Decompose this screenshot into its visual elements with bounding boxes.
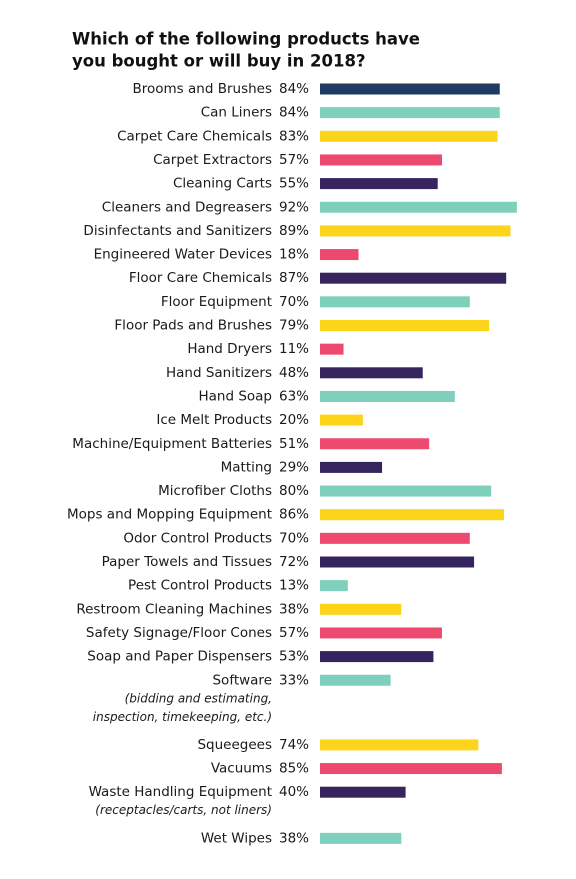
value-label: 38% xyxy=(279,830,309,846)
category-label: Carpet Care Chemicals xyxy=(117,128,272,144)
value-label: 70% xyxy=(279,530,309,546)
bar xyxy=(320,107,500,119)
category-label: Restroom Cleaning Machines xyxy=(76,601,272,617)
value-label: 79% xyxy=(279,318,309,334)
chart-title: Which of the following products have xyxy=(72,30,420,49)
category-label: Pest Control Products xyxy=(128,578,272,594)
value-label: 85% xyxy=(279,761,309,777)
bar xyxy=(320,343,344,355)
value-label: 80% xyxy=(279,483,309,499)
bar xyxy=(320,651,434,663)
category-label: Soap and Paper Dispensers xyxy=(87,649,272,665)
value-label: 13% xyxy=(279,578,309,594)
category-label: Microfiber Cloths xyxy=(158,483,272,499)
value-label: 40% xyxy=(279,784,309,800)
value-label: 57% xyxy=(279,152,309,168)
value-label: 86% xyxy=(279,507,309,523)
category-label: Vacuums xyxy=(211,761,272,777)
value-label: 70% xyxy=(279,294,309,310)
bar xyxy=(320,674,391,686)
bar xyxy=(320,832,402,844)
value-label: 83% xyxy=(279,128,309,144)
bar xyxy=(320,739,479,751)
bar xyxy=(320,438,430,450)
category-note: (bidding and estimating, xyxy=(125,691,272,705)
bar xyxy=(320,178,438,190)
bar xyxy=(320,390,455,402)
category-label: Software xyxy=(212,672,272,688)
chart-title: you bought or will buy in 2018? xyxy=(72,52,366,71)
value-label: 55% xyxy=(279,176,309,192)
bar xyxy=(320,627,442,639)
value-label: 84% xyxy=(279,81,309,97)
value-label: 74% xyxy=(279,737,309,753)
category-label: Floor Care Chemicals xyxy=(129,270,272,286)
category-label: Safety Signage/Floor Cones xyxy=(86,625,272,641)
value-label: 33% xyxy=(279,672,309,688)
category-label: Floor Equipment xyxy=(161,294,272,310)
category-label: Cleaning Carts xyxy=(173,176,272,192)
value-label: 18% xyxy=(279,247,309,263)
value-label: 38% xyxy=(279,601,309,617)
value-label: 87% xyxy=(279,270,309,286)
value-label: 53% xyxy=(279,649,309,665)
value-label: 20% xyxy=(279,412,309,428)
value-label: 11% xyxy=(279,341,309,357)
category-label: Machine/Equipment Batteries xyxy=(72,436,272,452)
value-label: 89% xyxy=(279,223,309,239)
category-note: (receptacles/carts, not liners) xyxy=(95,803,272,817)
category-label: Floor Pads and Brushes xyxy=(114,318,272,334)
category-label: Hand Dryers xyxy=(187,341,272,357)
bar xyxy=(320,201,517,213)
category-label: Matting xyxy=(221,459,272,475)
category-label: Cleaners and Degreasers xyxy=(102,199,272,215)
bar xyxy=(320,154,442,166)
bar xyxy=(320,556,475,568)
bar xyxy=(320,603,402,615)
category-label: Mops and Mopping Equipment xyxy=(67,507,272,523)
bar xyxy=(320,296,470,308)
bar xyxy=(320,130,498,142)
bar xyxy=(320,509,505,521)
category-label: Can Liners xyxy=(201,105,272,121)
category-note: inspection, timekeeping, etc.) xyxy=(93,710,272,724)
value-label: 29% xyxy=(279,459,309,475)
value-label: 57% xyxy=(279,625,309,641)
bar xyxy=(320,272,507,284)
category-label: Ice Melt Products xyxy=(156,412,272,428)
bar xyxy=(320,786,406,798)
category-label: Waste Handling Equipment xyxy=(89,784,272,800)
category-label: Hand Sanitizers xyxy=(166,365,272,381)
category-label: Odor Control Products xyxy=(123,530,272,546)
value-label: 84% xyxy=(279,105,309,121)
bar xyxy=(320,763,502,775)
value-label: 72% xyxy=(279,554,309,570)
category-label: Hand Soap xyxy=(198,388,272,404)
category-label: Squeegees xyxy=(197,737,272,753)
bar xyxy=(320,485,492,497)
bar xyxy=(320,367,423,379)
category-label: Wet Wipes xyxy=(201,830,272,846)
value-label: 48% xyxy=(279,365,309,381)
category-label: Brooms and Brushes xyxy=(133,81,273,97)
bar xyxy=(320,83,500,95)
bar xyxy=(320,320,490,331)
category-label: Carpet Extractors xyxy=(153,152,272,168)
bar xyxy=(320,532,470,544)
bar xyxy=(320,580,348,592)
category-label: Paper Towels and Tissues xyxy=(102,554,272,570)
value-label: 92% xyxy=(279,199,309,215)
bar xyxy=(320,461,383,473)
bar xyxy=(320,225,511,237)
bar xyxy=(320,414,363,426)
category-label: Disinfectants and Sanitizers xyxy=(83,223,272,239)
category-label: Engineered Water Devices xyxy=(94,247,272,263)
value-label: 63% xyxy=(279,388,309,404)
bar xyxy=(320,249,359,261)
value-label: 51% xyxy=(279,436,309,452)
